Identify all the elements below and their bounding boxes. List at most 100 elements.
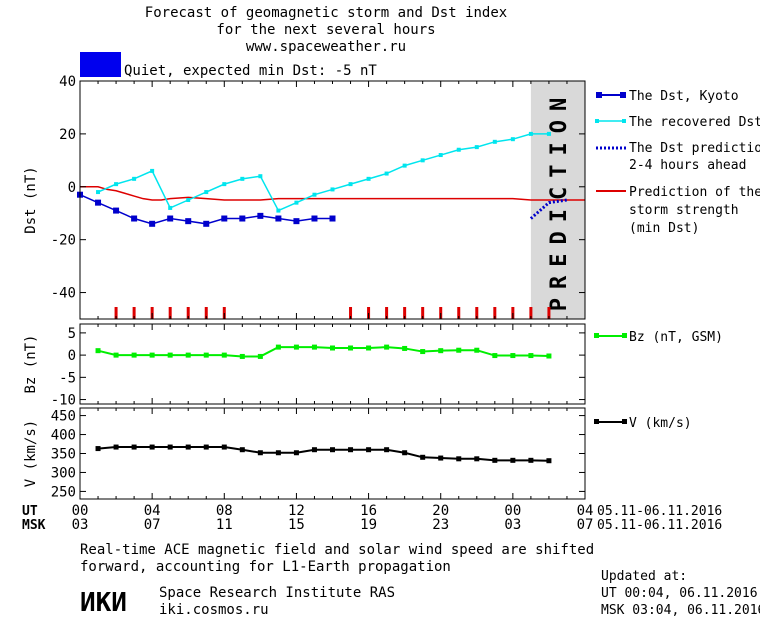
- v-ytick-label: 300: [51, 465, 76, 481]
- dst-prediction-line: [529, 198, 568, 220]
- time-axis: UT MSK 00 04 08 12 16 20 00 04 03 07 11 15 19 23 03 07…: [22, 503, 722, 533]
- v-ytick-label: 450: [51, 409, 76, 425]
- legend: The Dst, Kyoto The recovered Dst The Dst…: [594, 89, 760, 431]
- dst-kyoto-point: [311, 215, 318, 222]
- recovered-dst-point: [528, 131, 533, 136]
- dst-kyoto-point: [185, 218, 192, 225]
- bz-frame: -10 -5 0 5: [51, 323, 586, 409]
- recovered-dst-point: [330, 187, 335, 192]
- recovered-dst-point: [150, 168, 155, 173]
- recovered-dst-point: [132, 176, 137, 181]
- v-point: [239, 447, 245, 453]
- v-point: [95, 446, 101, 452]
- dst-kyoto-point: [113, 207, 120, 214]
- bz-ytick-label: 0: [68, 348, 76, 364]
- ut-tick-label: 20: [432, 503, 449, 519]
- legend-item-dst-kyoto: The Dst, Kyoto: [596, 89, 739, 104]
- bz-ylabel: Bz (nT): [23, 334, 39, 393]
- v-series-group: [95, 444, 552, 464]
- bz-point: [203, 352, 209, 358]
- dst-ytick-label: 40: [59, 74, 76, 90]
- v-point: [528, 457, 534, 463]
- footer-note-line2: forward, accounting for L1-Earth propaga…: [80, 559, 451, 575]
- legend-label-recovered: The recovered Dst: [629, 115, 760, 130]
- dst-kyoto-point: [275, 215, 282, 222]
- bz-point: [384, 344, 390, 350]
- legend-item-recovered-dst: The recovered Dst: [595, 115, 760, 130]
- iki-logo: ИКИ: [80, 588, 127, 618]
- bz-point: [275, 344, 281, 350]
- v-point: [203, 444, 209, 450]
- bz-ytick-label: 5: [68, 326, 76, 342]
- v-point: [546, 458, 552, 464]
- dst-kyoto-point: [149, 220, 156, 227]
- legend-label-storm: Prediction of the: [629, 185, 760, 200]
- msk-tick-label: 07: [577, 517, 594, 533]
- msk-tick-label: 19: [360, 517, 377, 533]
- bz-point: [167, 352, 173, 358]
- legend-marker-v: [594, 419, 599, 424]
- msk-date-range: 05.11-06.11.2016: [597, 518, 722, 533]
- bz-plot-border: [79, 323, 586, 405]
- institute-url[interactable]: iki.cosmos.ru: [159, 602, 269, 618]
- dst-kyoto-point: [329, 215, 336, 222]
- dst-kyoto-point: [293, 218, 300, 225]
- v-ytick-label: 250: [51, 484, 76, 500]
- legend-marker-v: [622, 419, 627, 424]
- ut-tick-label: 08: [216, 503, 233, 519]
- footer-note-line1: Real-time ACE magnetic field and solar w…: [80, 542, 594, 558]
- bz-ytick-label: -10: [51, 393, 76, 409]
- updated-label: Updated at:: [601, 569, 687, 584]
- recovered-dst-point: [456, 147, 461, 152]
- legend-label-dst-kyoto: The Dst, Kyoto: [629, 89, 739, 104]
- bz-point: [366, 345, 372, 351]
- legend-item-bz: Bz (nT, GSM): [594, 330, 723, 345]
- v-ytick-label: 350: [51, 447, 76, 463]
- bz-point: [420, 349, 426, 355]
- dst-ylabel: Dst (nT): [23, 166, 39, 233]
- recovered-dst-point: [492, 139, 497, 144]
- dst-ytick-label: -20: [51, 233, 76, 249]
- legend-label-v: V (km/s): [629, 416, 692, 431]
- msk-tick-label: 03: [504, 517, 521, 533]
- ut-tick-label: 00: [72, 503, 89, 519]
- dst-kyoto-point: [221, 215, 228, 222]
- v-point: [311, 447, 317, 453]
- ut-date-range: 05.11-06.11.2016: [597, 504, 722, 519]
- bz-point: [510, 353, 516, 359]
- v-point: [438, 455, 444, 461]
- v-ylabel: V (km/s): [23, 420, 39, 487]
- legend-marker-dst-kyoto: [620, 92, 626, 98]
- bz-point: [456, 347, 462, 353]
- legend-label-prediction-line2: 2-4 hours ahead: [629, 158, 746, 173]
- v-point: [113, 444, 119, 450]
- v-point: [293, 450, 299, 456]
- bz-point: [330, 345, 335, 351]
- recovered-dst-point: [222, 182, 227, 187]
- legend-marker-recovered: [622, 119, 626, 123]
- bz-point: [257, 353, 263, 359]
- recovered-dst-point: [258, 174, 263, 179]
- bz-point: [546, 353, 552, 359]
- v-point: [348, 447, 354, 453]
- bz-series-group: [95, 344, 552, 359]
- institute-name: Space Research Institute RAS: [159, 585, 395, 601]
- msk-tick-label: 03: [72, 517, 89, 533]
- v-point: [474, 456, 480, 462]
- legend-marker-dst-kyoto: [596, 92, 602, 98]
- recovered-dst-point: [294, 200, 299, 205]
- recovered-dst-point: [420, 158, 425, 163]
- msk-tick-label: 23: [432, 517, 449, 533]
- recovered-dst-point: [168, 205, 173, 210]
- dst-kyoto-point: [203, 220, 210, 227]
- status-text: Quiet, expected min Dst: -5 nT: [124, 63, 377, 79]
- v-point: [167, 444, 173, 450]
- dst-kyoto-point: [257, 212, 264, 219]
- recovered-dst-point: [240, 176, 245, 181]
- v-ytick-label: 400: [51, 428, 76, 444]
- bz-point: [113, 352, 119, 358]
- v-point: [402, 450, 408, 456]
- ut-tick-label: 04: [144, 503, 161, 519]
- legend-marker-bz: [594, 333, 599, 338]
